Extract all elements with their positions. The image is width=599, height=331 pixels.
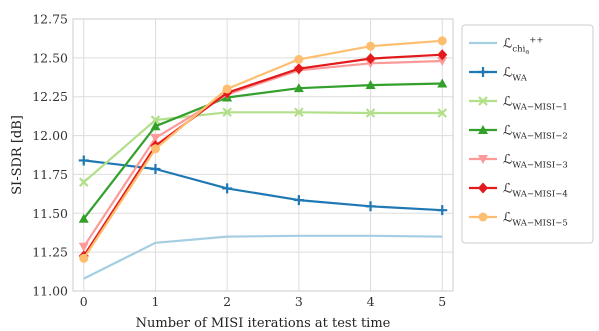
data-point — [78, 177, 89, 187]
series-4 — [78, 78, 448, 223]
data-point — [78, 242, 89, 252]
data-point — [78, 213, 89, 223]
legend-label: ℒWA−MISI−2 — [503, 124, 568, 142]
data-point — [78, 155, 89, 166]
x-tick-label: 0 — [80, 294, 88, 309]
data-point — [293, 195, 304, 206]
series-line — [83, 234, 443, 280]
data-point — [437, 49, 448, 61]
data-point — [150, 163, 161, 174]
legend-label: ℒWA−MISI−3 — [503, 153, 568, 171]
data-point — [365, 80, 376, 90]
data-point — [437, 205, 448, 216]
y-tick-label: 12.00 — [32, 128, 68, 143]
x-tick-label: 3 — [295, 294, 303, 309]
legend-marker — [478, 67, 488, 77]
data-point — [79, 253, 89, 263]
legend-marker — [478, 212, 488, 222]
legend-marker — [478, 125, 488, 134]
legend-label: ℒWA−MISI−1 — [503, 95, 568, 113]
y-tick-label: 12.75 — [32, 12, 68, 27]
x-axis-label: Number of MISI iterations at test time — [136, 316, 391, 331]
data-point — [150, 144, 160, 154]
y-tick-label: 11.50 — [32, 206, 68, 221]
series-3 — [78, 107, 448, 187]
data-point — [365, 53, 376, 65]
data-point — [222, 183, 233, 194]
legend-item: ℒWA — [469, 66, 528, 84]
data-point — [150, 115, 161, 125]
legend-marker — [478, 182, 488, 194]
series-line — [82, 39, 443, 260]
legend-label: ℒWA−MISI−5 — [503, 211, 568, 229]
legend-item: ℒWA−MISI−3 — [469, 153, 568, 171]
legend-item: ℒchia++ — [469, 36, 543, 56]
series-group — [78, 36, 448, 280]
y-tick-label: 12.50 — [32, 50, 68, 65]
series-7 — [79, 36, 447, 263]
legend-marker — [478, 96, 488, 106]
data-point — [150, 121, 161, 131]
legend-item: ℒWA−MISI−4 — [469, 182, 568, 200]
legend-item: ℒWA−MISI−2 — [469, 124, 568, 142]
x-tick-label: 1 — [151, 294, 159, 309]
y-axis-label: SI-SDR [dB] — [10, 115, 25, 195]
x-tick-label: 4 — [367, 294, 375, 309]
data-point — [365, 108, 376, 118]
legend-label: ℒchia++ — [503, 36, 543, 56]
data-point — [437, 78, 448, 88]
plot-frame — [72, 18, 454, 292]
plot-background — [73, 19, 453, 291]
legend-label: ℒWA — [503, 66, 528, 84]
data-point — [293, 63, 304, 75]
x-tick-label: 5 — [438, 294, 446, 309]
legend-item: ℒWA−MISI−5 — [469, 211, 568, 229]
data-point — [365, 201, 376, 212]
data-point — [150, 133, 161, 143]
data-point — [294, 107, 304, 118]
y-tick-label: 11.75 — [32, 167, 68, 182]
data-point — [222, 84, 232, 94]
data-point — [437, 56, 448, 66]
y-tick-label: 12.25 — [32, 89, 68, 104]
tick-labels: 0 1 2 3 4 5 11.00 11.25 11.50 11.75 12.00 12.25 12.5… — [32, 12, 446, 310]
series-line — [82, 82, 443, 220]
data-point — [294, 54, 304, 64]
series-line — [82, 53, 443, 257]
legend-item: ℒWA−MISI−1 — [469, 95, 568, 113]
legend: ℒchia++ ℒWA ℒWA−MISI−1 ℒWA−MISI−2 ℒWA−MISI−3… — [461, 24, 594, 244]
data-point — [437, 36, 447, 46]
data-point — [222, 107, 232, 118]
data-point — [293, 83, 304, 93]
x-tick-label: 2 — [223, 294, 231, 309]
data-point — [437, 108, 448, 118]
y-tick-label: 11.25 — [32, 245, 68, 260]
legend-label: ℒWA−MISI−4 — [503, 182, 568, 200]
series-line — [83, 111, 443, 184]
data-point — [366, 41, 376, 51]
legend-marker — [478, 155, 488, 164]
series-line — [82, 59, 443, 248]
series-1 — [83, 234, 443, 280]
y-tick-label: 11.00 — [32, 284, 68, 299]
